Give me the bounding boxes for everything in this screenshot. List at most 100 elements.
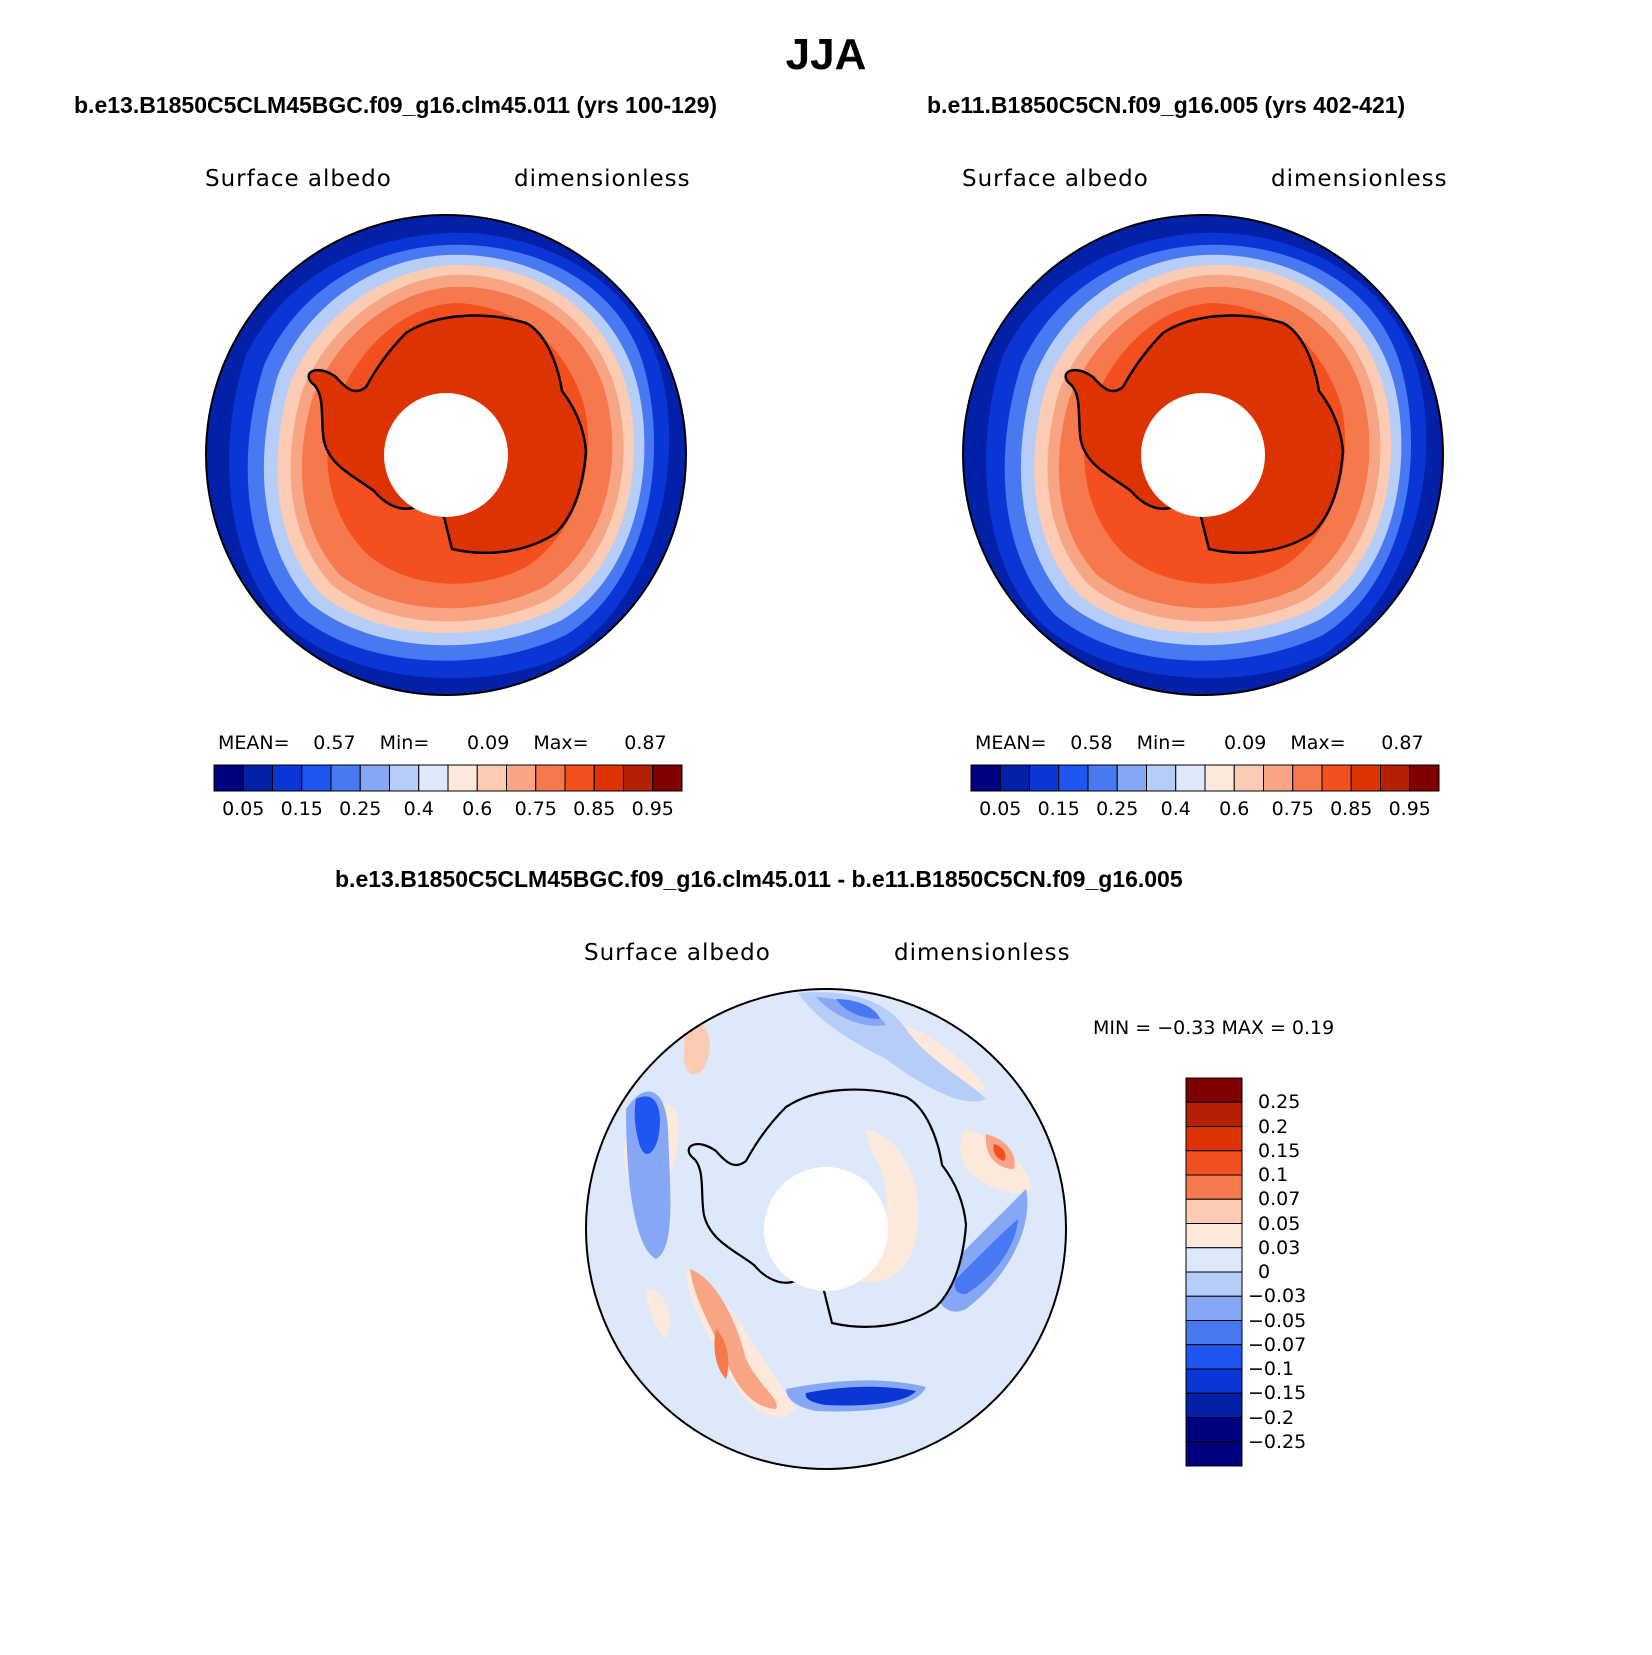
map-boundary <box>585 988 1067 1470</box>
polar-data-gap <box>764 1167 888 1291</box>
colorbar-swatch <box>476 764 507 792</box>
panel-2-colorbar <box>970 764 1440 792</box>
positive-anomaly <box>690 1269 777 1409</box>
colorbar-swatch <box>1350 764 1381 792</box>
map-boundary <box>962 214 1444 696</box>
panel-2-stats: MEAN= 0.58 Min= 0.09 Max= 0.87 <box>975 732 1445 754</box>
diff-colorbar-ticks: 0.25 0.2 0.15 0.1 0.07 0.05 0.03 0 −0.03 −0.05 −0.… <box>1248 1078 1368 1478</box>
negative-anomaly <box>634 1096 660 1154</box>
colorbar-tick-label: 0.05 <box>979 798 1022 820</box>
colorbar-swatch <box>242 764 273 792</box>
colorbar-swatch <box>1263 764 1294 792</box>
colorbar-swatch <box>1233 764 1264 792</box>
colorbar-swatch <box>301 764 332 792</box>
colorbar-swatch <box>1185 1077 1243 1103</box>
min-value: 0.09 <box>1224 732 1267 754</box>
colorbar-swatch <box>1185 1320 1243 1346</box>
diff-polar-map <box>585 988 1067 1470</box>
colorbar-swatch <box>623 764 654 792</box>
colorbar-swatch <box>1185 1150 1243 1176</box>
colorbar-swatch <box>389 764 420 792</box>
polar-data-gap <box>384 393 508 517</box>
min-label: Min= <box>379 732 430 754</box>
colorbar-swatch <box>1185 1101 1243 1127</box>
colorbar-tick-label: 0.05 <box>222 798 265 820</box>
mean-label: MEAN= <box>218 732 290 754</box>
negative-anomaly <box>954 1219 1018 1295</box>
colorbar-tick-label: 0.4 <box>1160 798 1191 820</box>
max-value: 0.87 <box>624 732 667 754</box>
panel-1-colorbar <box>213 764 683 792</box>
colorbar-swatch <box>1185 1174 1243 1200</box>
colorbar-swatch <box>359 764 390 792</box>
colorbar-swatch <box>1185 1368 1243 1394</box>
colorbar-tick-label: 0.4 <box>403 798 434 820</box>
colorbar-tick-label: 0.85 <box>1330 798 1373 820</box>
polar-data-gap <box>1141 393 1265 517</box>
panel-2-polar-map <box>962 214 1444 696</box>
colorbar-tick-label: 0.25 <box>1096 798 1139 820</box>
colorbar-swatch <box>652 764 683 792</box>
colorbar-swatch <box>418 764 449 792</box>
negative-anomaly <box>798 992 986 1102</box>
diff-variable-label: Surface albedo <box>584 940 771 966</box>
positive-anomaly <box>856 1129 919 1283</box>
colorbar-tick-label: 0.15 <box>1037 798 1080 820</box>
colorbar-swatch <box>1175 764 1206 792</box>
colorbar-tick-label: −0.05 <box>1248 1309 1307 1332</box>
colorbar-swatch <box>1185 1126 1243 1152</box>
colorbar-tick-label: 0.75 <box>1271 798 1314 820</box>
panel-1-colorbar-ticks: 0.05 0.15 0.25 0.4 0.6 0.75 0.85 0.95 <box>214 798 682 824</box>
panel-2-case-title: b.e11.B1850C5CN.f09_g16.005 (yrs 402-421… <box>927 92 1406 118</box>
colorbar-swatch <box>506 764 537 792</box>
colorbar-swatch <box>1321 764 1352 792</box>
colorbar-swatch <box>1185 1295 1243 1321</box>
colorbar-swatch <box>1058 764 1089 792</box>
colorbar-swatch <box>1087 764 1118 792</box>
positive-anomaly <box>714 1329 729 1379</box>
colorbar-tick-label: 0.03 <box>1258 1236 1301 1259</box>
colorbar-tick-label: 0.6 <box>1219 798 1250 820</box>
colorbar-tick-label: 0.05 <box>1258 1212 1301 1235</box>
colorbar-swatch <box>999 764 1030 792</box>
colorbar-swatch <box>1185 1198 1243 1224</box>
colorbar-tick-label: −0.15 <box>1248 1382 1307 1405</box>
max-label: Max= <box>1290 732 1346 754</box>
colorbar-swatch <box>1185 1223 1243 1249</box>
colorbar-swatch <box>1185 1441 1243 1467</box>
colorbar-swatch <box>1185 1247 1243 1273</box>
mean-label: MEAN= <box>975 732 1047 754</box>
colorbar-swatch <box>1146 764 1177 792</box>
colorbar-tick-label: 0.6 <box>462 798 493 820</box>
diff-panel-title: b.e13.B1850C5CLM45BGC.f09_g16.clm45.011 … <box>335 866 1183 892</box>
colorbar-tick-label: 0.15 <box>1258 1139 1301 1162</box>
page-title: JJA <box>785 30 867 79</box>
panel-2-colorbar-ticks: 0.05 0.15 0.25 0.4 0.6 0.75 0.85 0.95 <box>971 798 1439 824</box>
colorbar-tick-label: −0.25 <box>1248 1430 1307 1453</box>
colorbar-tick-label: 0.25 <box>339 798 382 820</box>
colorbar-tick-label: −0.2 <box>1248 1406 1295 1429</box>
colorbar-swatch <box>535 764 566 792</box>
min-label: Min= <box>1136 732 1187 754</box>
mean-value: 0.57 <box>313 732 356 754</box>
colorbar-swatch <box>1116 764 1147 792</box>
colorbar-tick-label: −0.1 <box>1248 1358 1295 1380</box>
colorbar-swatch <box>1204 764 1235 792</box>
colorbar-swatch <box>1409 764 1440 792</box>
colorbar-swatch <box>970 764 1001 792</box>
colorbar-tick-label: −0.07 <box>1248 1333 1307 1356</box>
colorbar-swatch <box>1185 1417 1243 1443</box>
panel-1-stats: MEAN= 0.57 Min= 0.09 Max= 0.87 <box>218 732 688 754</box>
colorbar-tick-label: 0.1 <box>1258 1164 1289 1186</box>
colorbar-tick-label: 0.2 <box>1258 1115 1289 1138</box>
mean-value: 0.58 <box>1070 732 1113 754</box>
positive-anomaly <box>993 1144 1006 1161</box>
map-boundary <box>205 214 687 696</box>
colorbar-tick-label: 0.95 <box>631 798 674 820</box>
colorbar-swatch <box>1185 1344 1243 1370</box>
positive-anomaly <box>683 1019 710 1075</box>
panel-2-variable-label: Surface albedo <box>962 166 1149 192</box>
colorbar-swatch <box>1029 764 1060 792</box>
colorbar-swatch <box>1380 764 1411 792</box>
colorbar-swatch <box>213 764 244 792</box>
